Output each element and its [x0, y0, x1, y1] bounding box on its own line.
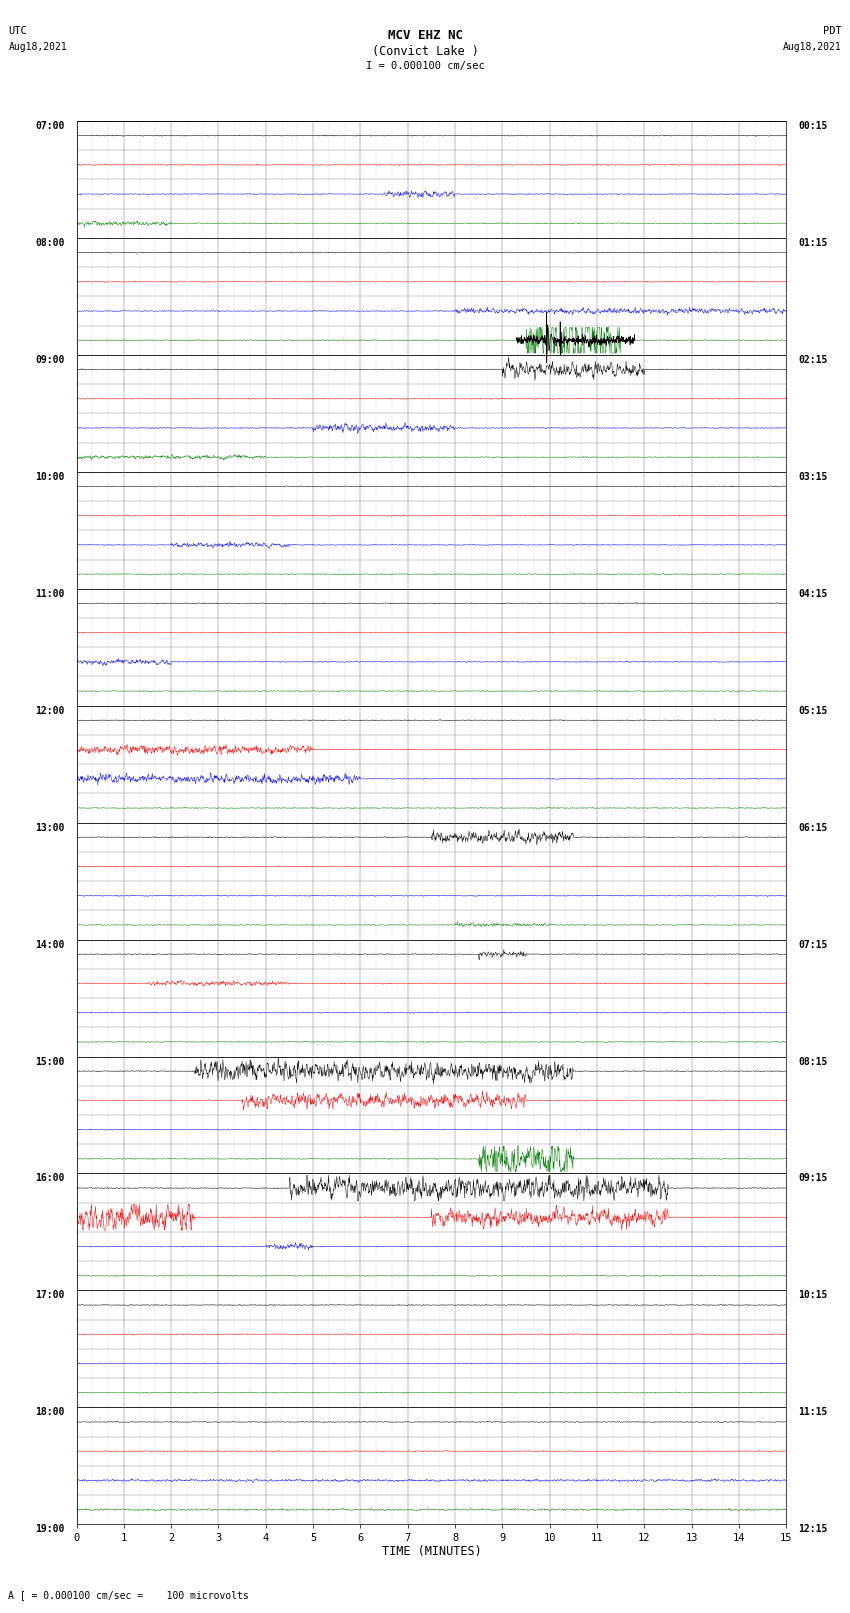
Text: 12:15: 12:15 — [798, 1524, 827, 1534]
Text: 11:00: 11:00 — [36, 589, 65, 598]
Text: 03:15: 03:15 — [798, 473, 827, 482]
X-axis label: TIME (MINUTES): TIME (MINUTES) — [382, 1545, 481, 1558]
Text: A [ = 0.000100 cm/sec =    100 microvolts: A [ = 0.000100 cm/sec = 100 microvolts — [8, 1590, 249, 1600]
Text: 12:00: 12:00 — [36, 706, 65, 716]
Text: 16:00: 16:00 — [36, 1174, 65, 1184]
Text: 08:15: 08:15 — [798, 1057, 827, 1066]
Text: 02:15: 02:15 — [798, 355, 827, 365]
Text: 11:15: 11:15 — [798, 1407, 827, 1418]
Text: 14:00: 14:00 — [36, 939, 65, 950]
Text: 07:00: 07:00 — [36, 121, 65, 131]
Text: 10:15: 10:15 — [798, 1290, 827, 1300]
Text: 07:15: 07:15 — [798, 939, 827, 950]
Text: 19:00: 19:00 — [36, 1524, 65, 1534]
Text: 09:15: 09:15 — [798, 1174, 827, 1184]
Text: 08:00: 08:00 — [36, 239, 65, 248]
Text: 00:15: 00:15 — [798, 121, 827, 131]
Text: 01:15: 01:15 — [798, 239, 827, 248]
Text: 15:00: 15:00 — [36, 1057, 65, 1066]
Text: 18:00: 18:00 — [36, 1407, 65, 1418]
Text: Aug18,2021: Aug18,2021 — [783, 42, 842, 52]
Text: 17:00: 17:00 — [36, 1290, 65, 1300]
Text: (Convict Lake ): (Convict Lake ) — [371, 45, 479, 58]
Text: MCV EHZ NC: MCV EHZ NC — [388, 29, 462, 42]
Text: Aug18,2021: Aug18,2021 — [8, 42, 67, 52]
Text: PDT: PDT — [823, 26, 842, 35]
Text: I = 0.000100 cm/sec: I = 0.000100 cm/sec — [366, 61, 484, 71]
Text: 13:00: 13:00 — [36, 823, 65, 832]
Text: UTC: UTC — [8, 26, 27, 35]
Text: 06:15: 06:15 — [798, 823, 827, 832]
Text: 05:15: 05:15 — [798, 706, 827, 716]
Text: 09:00: 09:00 — [36, 355, 65, 365]
Text: 04:15: 04:15 — [798, 589, 827, 598]
Text: 10:00: 10:00 — [36, 473, 65, 482]
